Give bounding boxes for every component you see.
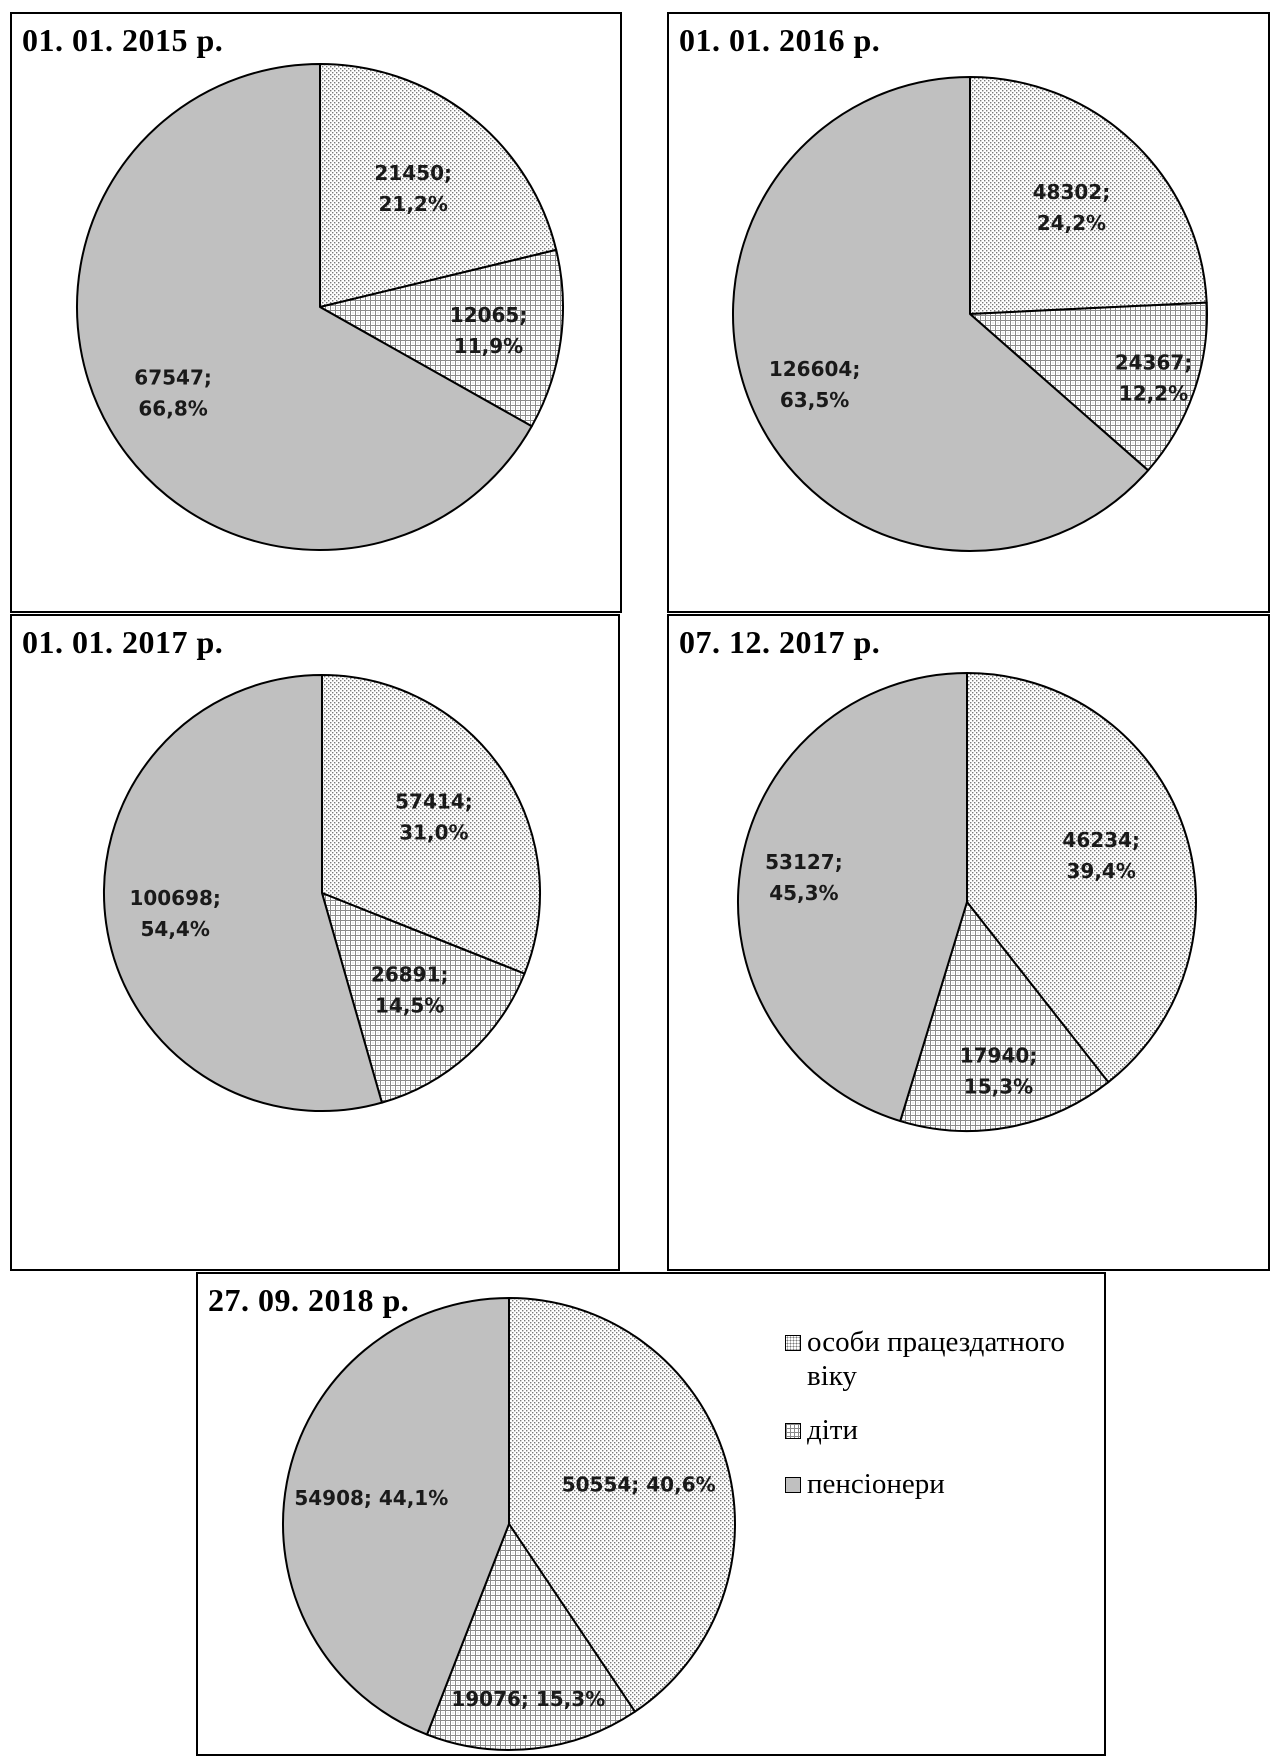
data-label-2017-jan-children: 26891; 14,5% xyxy=(371,963,449,1018)
pie-slice-2015-pensioners xyxy=(76,63,533,551)
chart-title-2017-dec: 07. 12. 2017 р. xyxy=(679,624,881,660)
legend-item-children: діти xyxy=(783,1413,1113,1447)
pie-slice-2015-children xyxy=(319,248,564,428)
legend-swatch-dots xyxy=(785,1335,801,1351)
data-label-2018-pensioners: 54908; 44,1% xyxy=(294,1486,448,1510)
pie-slice-2017-dec-working-age xyxy=(966,672,1197,1084)
pie-slice-2017-jan-pensioners xyxy=(103,674,383,1112)
data-label-2015-pensioners: 67547; 66,8% xyxy=(134,365,212,420)
data-label-2016-working-age: 48302; 24,2% xyxy=(1033,180,1111,235)
pie-slice-2018-children xyxy=(425,1523,636,1751)
pie-slice-2016-pensioners xyxy=(732,76,1150,552)
data-label-2017-dec-children: 17940; 15,3% xyxy=(960,1043,1038,1098)
pie-slice-2017-jan-children xyxy=(321,892,526,1104)
pie-slice-2016-children xyxy=(969,301,1208,472)
data-label-2018-working-age: 50554; 40,6% xyxy=(562,1473,716,1497)
data-label-2018-children: 19076; 15,3% xyxy=(451,1687,605,1711)
pie-slice-2017-dec-children xyxy=(899,901,1110,1132)
data-label-2017-jan-working-age: 57414; 31,0% xyxy=(395,790,473,845)
pie-slice-2016-working-age xyxy=(969,76,1208,315)
legend-swatch-grid xyxy=(785,1423,801,1439)
pie-slice-2017-jan-working-age xyxy=(321,674,541,975)
legend-label-children: діти xyxy=(807,1414,859,1446)
chart-title-2017-jan: 01. 01. 2017 р. xyxy=(22,624,224,660)
pie-slice-2017-dec-pensioners xyxy=(737,672,968,1123)
chart-legend: особи працездатного віку діти пенсіонери xyxy=(783,1325,1113,1521)
data-label-2016-pensioners: 126604; 63,5% xyxy=(769,357,861,412)
pie-slice-2015-working-age xyxy=(319,63,558,308)
data-label-2016-children: 24367; 12,2% xyxy=(1115,351,1193,406)
data-label-2017-dec-pensioners: 53127; 45,3% xyxy=(765,850,843,905)
legend-label-pensioners: пенсіонери xyxy=(807,1468,945,1500)
legend-item-pensioners: пенсіонери xyxy=(783,1467,1113,1501)
legend-label-working-age: особи працездатного віку xyxy=(807,1326,1065,1392)
chart-title-2018: 27. 09. 2018 р. xyxy=(208,1282,410,1318)
legend-swatch-solid xyxy=(785,1477,801,1493)
legend-item-working-age: особи працездатного віку xyxy=(783,1325,1113,1393)
chart-title-2015: 01. 01. 2015 р. xyxy=(22,22,224,58)
data-label-2017-dec-working-age: 46234; 39,4% xyxy=(1062,828,1140,883)
pie-slice-2018-pensioners xyxy=(282,1297,510,1736)
data-label-2015-children: 12065; 11,9% xyxy=(450,303,528,358)
data-label-2015-working-age: 21450; 21,2% xyxy=(374,161,452,216)
chart-title-2016: 01. 01. 2016 р. xyxy=(679,22,881,58)
data-label-2017-jan-pensioners: 100698; 54,4% xyxy=(129,886,221,941)
pie-slice-2018-working-age xyxy=(508,1297,736,1713)
